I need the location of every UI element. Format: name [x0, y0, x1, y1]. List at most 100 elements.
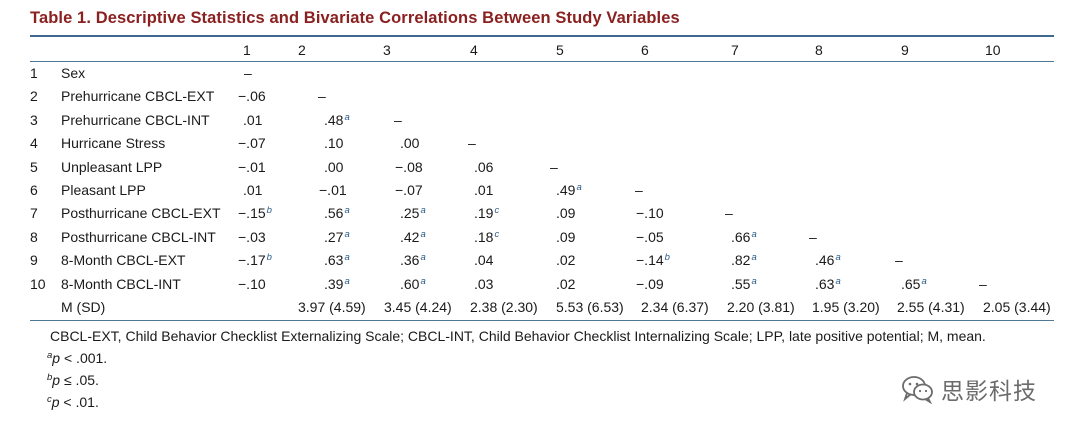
correlation-cell: −.03 [238, 229, 266, 245]
correlation-cell: −.06 [238, 88, 266, 104]
footnote-list: ap < .001. bp ≤ .05. cp < .01. [30, 346, 1060, 412]
correlation-cell: – [979, 276, 987, 292]
correlation-value: – [394, 111, 402, 128]
column-header: 7 [731, 42, 739, 58]
table-row: 1 Sex – [0, 63, 1080, 86]
column-header: 2 [298, 42, 306, 58]
significance-marker: a [344, 111, 350, 123]
table-row: 3 Prehurricane CBCL-INT .01 .48a – [0, 110, 1080, 133]
row-label: Prehurricane CBCL-INT [61, 111, 210, 128]
table-row: 10 8-Month CBCL-INT −.10.39a .60a .03.02 −.09… [0, 274, 1080, 297]
correlation-value: .48 [324, 111, 344, 128]
correlation-value: .10 [324, 135, 344, 152]
row-number: 8 [30, 228, 38, 245]
correlation-value: .55 [731, 275, 751, 292]
correlation-cell: – [635, 182, 643, 198]
table-header-row: 1 2 3 4 5 6 7 8 9 10 [0, 40, 1080, 60]
table-bottom-rule [30, 320, 1054, 321]
correlation-value: .02 [556, 275, 576, 292]
significance-marker: c [494, 228, 500, 240]
correlation-value: −.03 [238, 228, 266, 245]
footnote: cp < .01. [47, 390, 1060, 412]
correlation-cell: .66a [731, 229, 757, 245]
mean-sd-value: 1.95 (3.20) [812, 299, 880, 315]
correlation-value: −.09 [636, 275, 664, 292]
correlation-cell: .55a [731, 276, 757, 292]
correlation-value: −.08 [395, 158, 423, 175]
mean-sd-value: 2.38 (2.30) [470, 299, 538, 315]
correlation-value: – [468, 135, 476, 152]
footnote-text: ≤ .05. [60, 372, 99, 388]
row-label: Unpleasant LPP [61, 158, 163, 175]
correlation-cell: −.07 [395, 182, 423, 198]
correlation-cell: – [318, 88, 326, 104]
correlation-value: −.17 [238, 252, 266, 269]
correlation-value: −.10 [238, 275, 266, 292]
correlation-cell: −.05 [636, 229, 664, 245]
correlation-value: −.15 [238, 205, 266, 222]
correlation-value: .82 [731, 252, 751, 269]
significance-marker: b [664, 252, 670, 264]
significance-marker: a [751, 228, 757, 240]
correlation-cell: .02 [556, 252, 575, 268]
table-notes: CBCL-EXT, Child Behavior Checklist Exter… [30, 326, 1060, 412]
footnote-p: p [51, 394, 60, 410]
correlation-cell: .27a [324, 229, 350, 245]
correlation-cell: – [394, 112, 402, 128]
footnote-marker: b [47, 372, 53, 383]
row-label: Hurricane Stress [61, 135, 166, 152]
significance-marker: a [420, 205, 426, 217]
correlation-value: .56 [324, 205, 344, 222]
correlation-value: .25 [400, 205, 420, 222]
correlation-value: .09 [556, 205, 576, 222]
row-number: 2 [30, 88, 38, 105]
correlation-cell: .39a [324, 276, 350, 292]
row-number: 9 [30, 252, 38, 269]
correlation-value: – [809, 228, 817, 245]
column-header: 8 [815, 42, 823, 58]
footnote: bp ≤ .05. [47, 368, 1060, 390]
column-header: 5 [556, 42, 564, 58]
correlation-cell: – [468, 135, 476, 151]
correlation-value: .19 [474, 205, 494, 222]
correlation-cell: .01 [243, 182, 262, 198]
correlation-cell: .09 [556, 205, 575, 221]
table-row: 2 Prehurricane CBCL-EXT −.06 – [0, 86, 1080, 109]
correlation-cell: .00 [324, 159, 343, 175]
row-number: 3 [30, 111, 38, 128]
correlation-cell: – [725, 205, 733, 221]
correlation-value: .00 [400, 135, 420, 152]
correlation-cell: .04 [474, 252, 493, 268]
correlation-value: – [244, 65, 252, 81]
correlation-cell: .63a [324, 252, 350, 268]
correlation-cell: .65a [901, 276, 927, 292]
correlation-cell: −.17b [238, 252, 272, 268]
column-header: 10 [985, 42, 1001, 58]
correlation-value: .00 [324, 158, 344, 175]
table-title: Table 1. Descriptive Statistics and Biva… [30, 9, 680, 27]
correlation-cell: −.15b [238, 205, 272, 221]
correlation-cell: −.10 [238, 276, 266, 292]
correlation-value: .46 [815, 252, 835, 269]
correlation-value: −.10 [636, 205, 664, 222]
footnote-p: p [52, 372, 61, 388]
column-header: 9 [901, 42, 909, 58]
correlation-cell: – [244, 65, 252, 81]
correlation-cell: .82a [731, 252, 757, 268]
correlation-cell: .03 [474, 276, 493, 292]
header-rule [30, 61, 1054, 62]
footnote-text: < .001. [60, 350, 108, 366]
correlation-value: .03 [474, 275, 494, 292]
footnote: ap < .001. [47, 346, 1060, 368]
mean-sd-value: 3.97 (4.59) [298, 299, 366, 315]
correlation-cell: −.07 [238, 135, 266, 151]
footnote-text: < .01. [59, 394, 99, 410]
significance-marker: b [266, 205, 272, 217]
correlation-value: .02 [556, 252, 576, 269]
footnote-marker: c [47, 394, 52, 405]
significance-marker: a [751, 252, 757, 264]
correlation-value: .65 [901, 275, 921, 292]
correlation-cell: .06 [474, 159, 493, 175]
significance-marker: a [344, 275, 350, 287]
correlation-cell: .48a [324, 112, 350, 128]
